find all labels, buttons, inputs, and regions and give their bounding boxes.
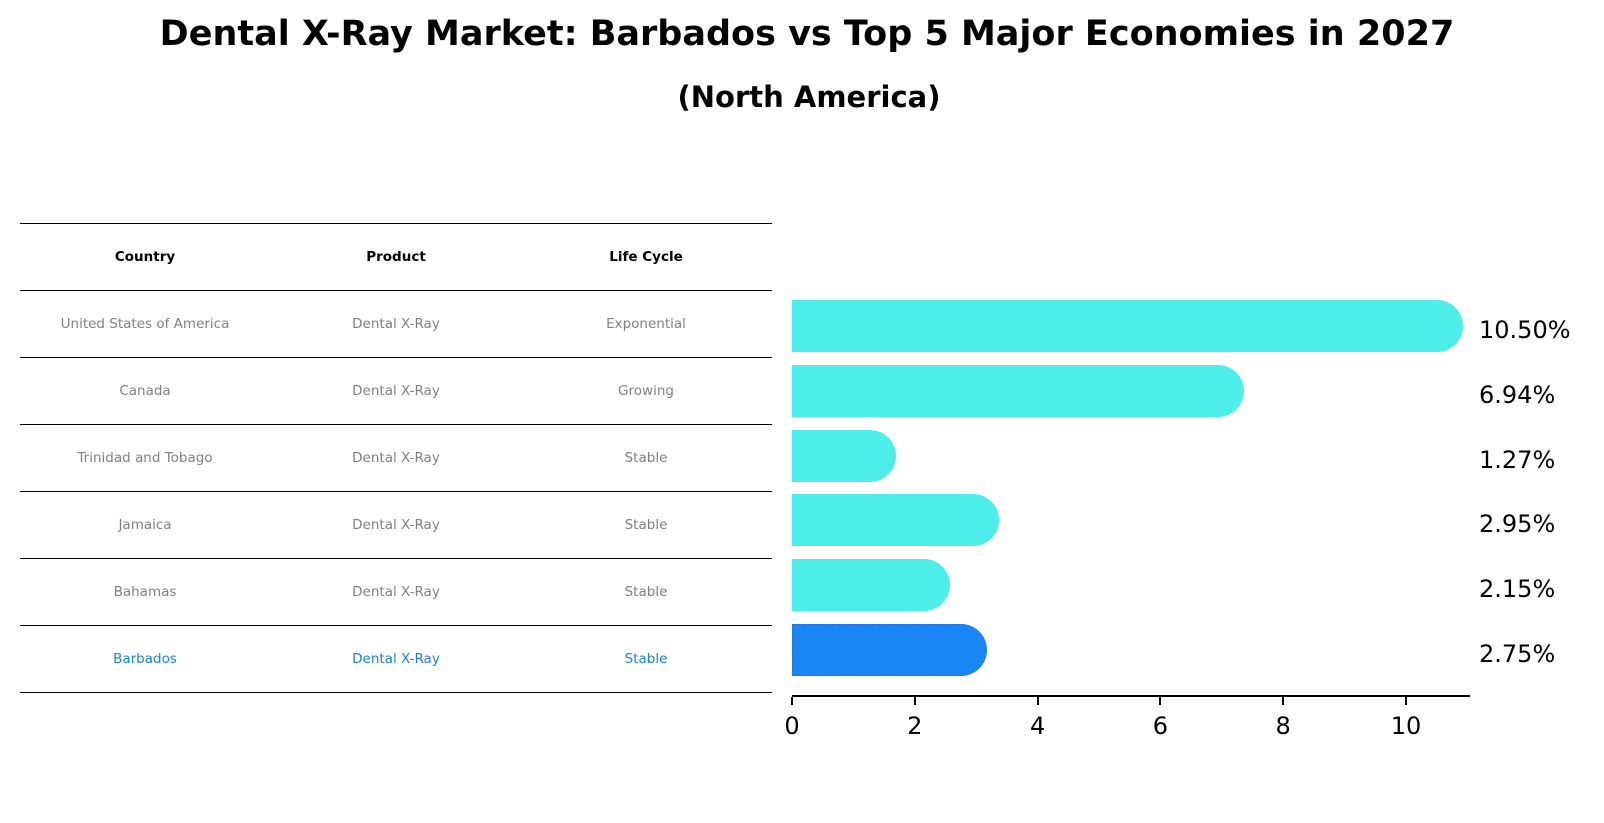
x-tick bbox=[791, 697, 793, 705]
life-cycle-cell: Growing bbox=[618, 383, 674, 399]
x-tick-label: 6 bbox=[1152, 712, 1169, 740]
table-row: United States of America Dental X-Ray Ex… bbox=[20, 290, 772, 357]
bar bbox=[792, 364, 1245, 417]
life-cycle-cell: Stable bbox=[624, 651, 668, 667]
value-label: 6.94% bbox=[1479, 380, 1556, 409]
country-cell: Canada bbox=[119, 383, 171, 399]
life-cycle-cell: Stable bbox=[624, 450, 668, 466]
life-cycle-cell: Stable bbox=[624, 517, 668, 533]
x-axis-line bbox=[792, 695, 1470, 697]
value-label: 2.95% bbox=[1479, 510, 1556, 539]
chart-title: Dental X-Ray Market: Barbados vs Top 5 M… bbox=[159, 14, 1455, 54]
column-header-life-cycle: Life Cycle bbox=[609, 249, 683, 265]
x-tick bbox=[1282, 697, 1285, 705]
value-label: 2.75% bbox=[1479, 640, 1556, 668]
x-tick bbox=[913, 697, 916, 705]
value-label: 2.15% bbox=[1479, 575, 1556, 604]
x-tick bbox=[1036, 697, 1039, 705]
product-cell: Dental X-Ray bbox=[352, 517, 440, 533]
bar-chart-plot: 10.50% 6.94% 1.27% 2.95% 2.15% 2.75% bbox=[792, 290, 1571, 696]
column-header-product: Product bbox=[366, 249, 426, 265]
bar bbox=[792, 494, 1000, 547]
chart-subtitle: (North America) bbox=[677, 80, 941, 114]
country-cell: Bahamas bbox=[113, 584, 177, 600]
product-cell: Dental X-Ray bbox=[352, 316, 440, 332]
country-cell: United States of America bbox=[60, 316, 230, 332]
x-tick-label: 8 bbox=[1275, 712, 1291, 740]
table-row: Canada Dental X-Ray Growing bbox=[20, 357, 772, 424]
product-cell: Dental X-Ray bbox=[352, 383, 440, 399]
product-cell: Dental X-Ray bbox=[352, 584, 440, 600]
x-tick bbox=[1405, 697, 1407, 705]
table-row-highlighted: Barbados Dental X-Ray Stable bbox=[20, 625, 772, 693]
product-cell: Dental X-Ray bbox=[352, 450, 440, 466]
product-cell: Dental X-Ray bbox=[352, 651, 440, 667]
country-table: Country Product Life Cycle United States… bbox=[20, 223, 772, 693]
x-tick-label: 4 bbox=[1029, 712, 1046, 740]
life-cycle-cell: Exponential bbox=[606, 316, 686, 332]
x-tick-label: 2 bbox=[907, 712, 923, 740]
life-cycle-cell: Stable bbox=[624, 584, 668, 600]
country-cell: Trinidad and Tobago bbox=[77, 450, 213, 466]
value-label: 10.50% bbox=[1479, 316, 1571, 344]
x-tick-label: 0 bbox=[784, 712, 800, 740]
country-cell: Jamaica bbox=[118, 517, 172, 533]
bar-highlighted bbox=[792, 624, 987, 676]
table-row: Jamaica Dental X-Ray Stable bbox=[20, 491, 772, 558]
country-cell: Barbados bbox=[113, 651, 177, 667]
column-header-country: Country bbox=[114, 249, 176, 265]
x-tick bbox=[1159, 697, 1162, 705]
bar bbox=[792, 559, 950, 612]
bar bbox=[792, 429, 896, 482]
table-header-row: Country Product Life Cycle bbox=[20, 223, 772, 290]
x-tick-label: 10 bbox=[1390, 712, 1422, 740]
value-label: 1.27% bbox=[1479, 445, 1556, 474]
table-row: Trinidad and Tobago Dental X-Ray Stable bbox=[20, 424, 772, 491]
bar bbox=[792, 300, 1463, 352]
table-row: Bahamas Dental X-Ray Stable bbox=[20, 558, 772, 625]
